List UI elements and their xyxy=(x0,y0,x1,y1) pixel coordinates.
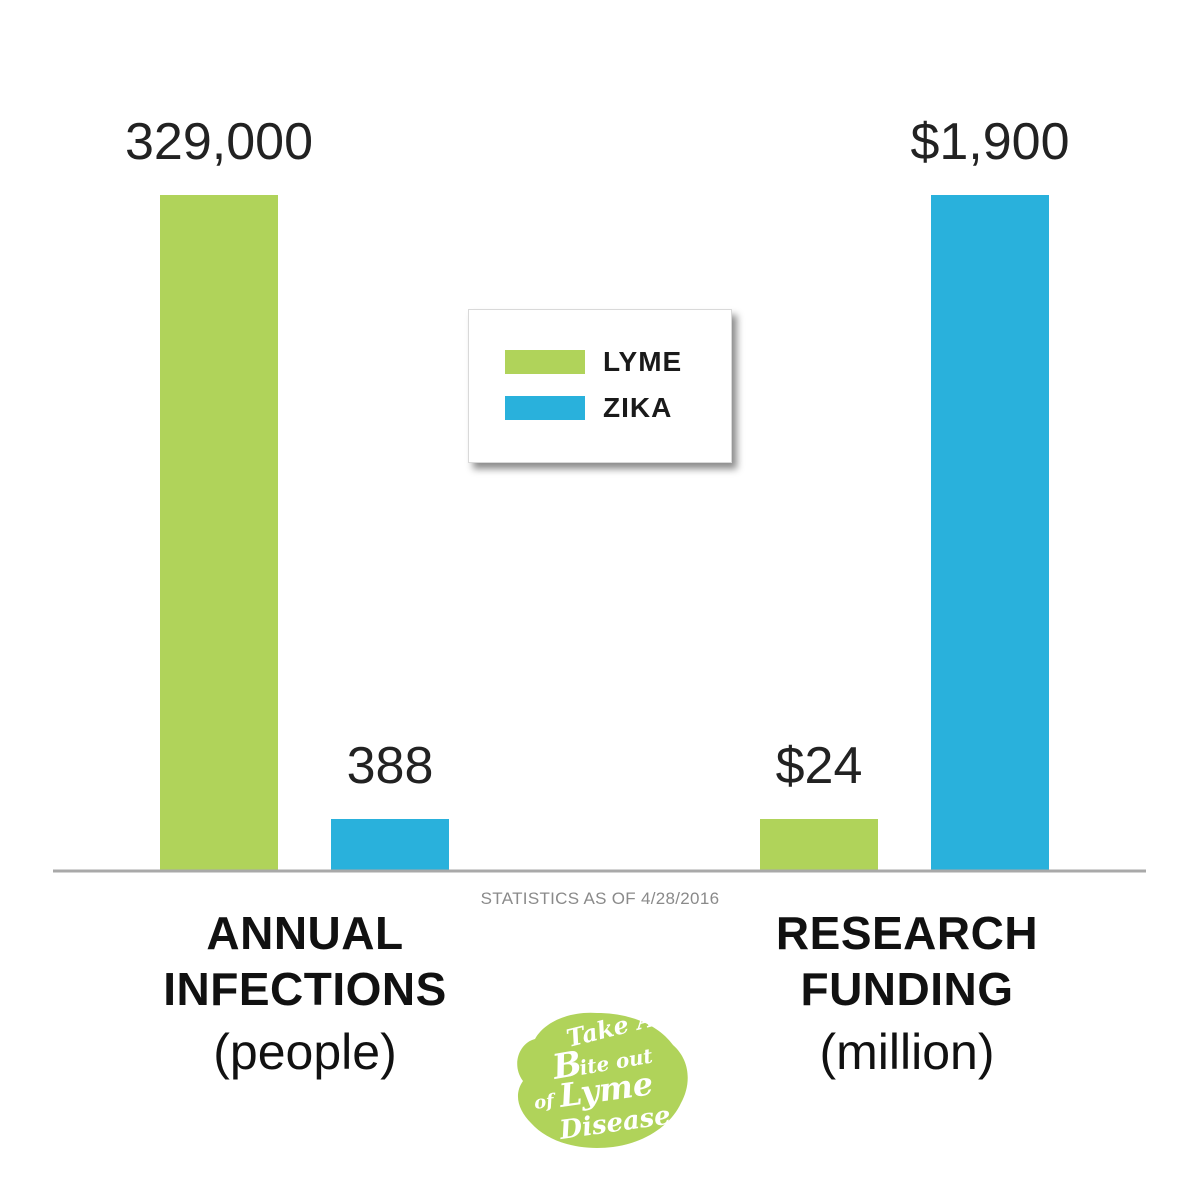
bar-zika-infections xyxy=(331,819,449,871)
value-label-lyme-funding: $24 xyxy=(776,737,863,795)
statistics-date-note: STATISTICS AS OF 4/28/2016 xyxy=(480,889,720,908)
bar-lyme-infections xyxy=(160,195,278,871)
legend-swatch-lyme xyxy=(505,350,585,374)
category-title-line2: FUNDING xyxy=(800,963,1014,1015)
legend-item-lyme: LYME xyxy=(505,346,683,377)
take-a-bite-out-of-lyme-logo: Take A B ite out of Lyme Disease xyxy=(505,1003,695,1153)
category-title-funding: RESEARCH FUNDING xyxy=(697,905,1117,1017)
bar-zika-funding xyxy=(931,195,1049,871)
category-title-line2: INFECTIONS xyxy=(163,963,447,1015)
legend-swatch-zika xyxy=(505,396,585,420)
category-label-infections: ANNUAL INFECTIONS (people) xyxy=(95,905,515,1085)
category-unit-infections: (people) xyxy=(213,1024,397,1080)
chart-legend: LYME ZIKA xyxy=(468,309,732,463)
category-title-infections: ANNUAL INFECTIONS xyxy=(95,905,515,1017)
value-labels-layer: 329,000 388 $24 $1,900 xyxy=(125,113,1070,795)
bars-layer xyxy=(160,195,1049,871)
svg-text:B: B xyxy=(549,1043,585,1088)
category-title-line1: RESEARCH xyxy=(775,907,1039,959)
legend-item-zika: ZIKA xyxy=(505,392,673,423)
value-label-zika-funding: $1,900 xyxy=(910,113,1069,171)
svg-text:of: of xyxy=(533,1090,559,1114)
value-label-zika-infections: 388 xyxy=(347,737,434,795)
value-label-lyme-infections: 329,000 xyxy=(125,113,313,171)
legend-label-lyme: LYME xyxy=(603,346,683,377)
lime-logo-icon: Take A B ite out of Lyme Disease xyxy=(517,1003,688,1148)
category-label-funding: RESEARCH FUNDING (million) xyxy=(697,905,1117,1085)
logo-lettering: Take A B ite out of Lyme Disease xyxy=(533,1003,673,1146)
bar-lyme-funding xyxy=(760,819,878,871)
category-unit-funding: (million) xyxy=(819,1024,995,1080)
legend-label-zika: ZIKA xyxy=(603,392,673,423)
category-title-line1: ANNUAL xyxy=(206,907,404,959)
